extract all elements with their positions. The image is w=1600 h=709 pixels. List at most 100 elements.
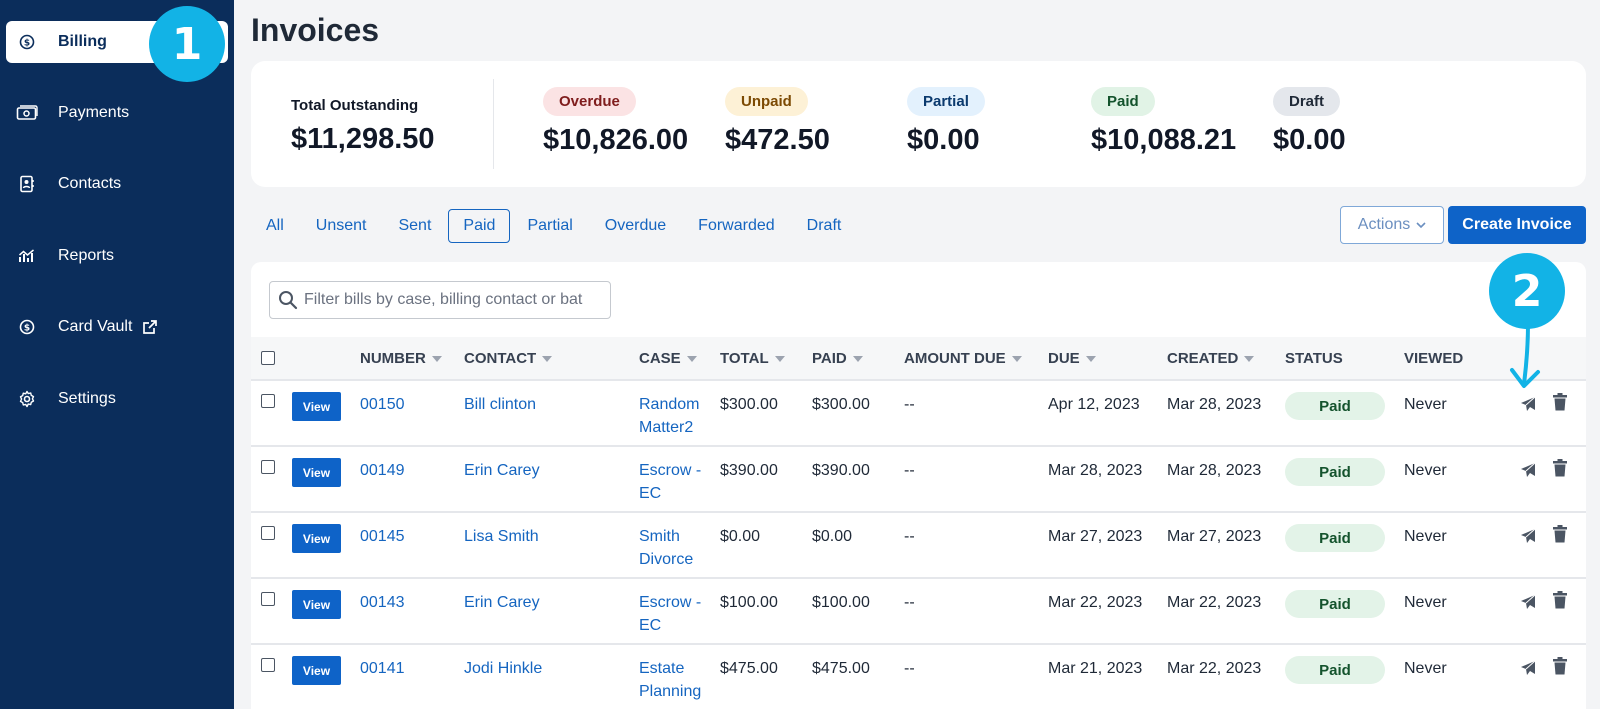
- sidebar-item-label: Contacts: [58, 175, 122, 192]
- column-header-created[interactable]: CREATED: [1167, 350, 1255, 367]
- created-date: Mar 28, 2023: [1167, 396, 1262, 413]
- sidebar-item-reports[interactable]: Reports: [6, 235, 228, 277]
- stat-value: $0.00: [907, 124, 980, 156]
- send-icon[interactable]: [1519, 593, 1537, 616]
- table-row: View 00150 Bill clinton Random Matter2 $…: [251, 381, 1586, 447]
- page-title: Invoices: [251, 12, 380, 48]
- due-date: Mar 28, 2023: [1048, 462, 1143, 479]
- trash-icon[interactable]: [1552, 392, 1568, 417]
- table-row: View 00141 Jodi Hinkle Estate Planning $…: [251, 645, 1586, 709]
- row-checkbox[interactable]: [261, 394, 275, 408]
- send-icon[interactable]: [1519, 395, 1537, 418]
- send-icon[interactable]: [1519, 461, 1537, 484]
- sidebar: $ Billing Payments Contacts Reports $ Ca…: [0, 0, 234, 709]
- due-date: Mar 21, 2023: [1048, 660, 1143, 677]
- case-link[interactable]: Random Matter2: [639, 396, 700, 436]
- sort-caret-icon: [852, 355, 863, 362]
- sidebar-item-label: Card Vault: [58, 318, 133, 335]
- sidebar-item-payments[interactable]: Payments: [6, 92, 228, 134]
- view-button[interactable]: View: [292, 524, 341, 553]
- created-date: Mar 22, 2023: [1167, 660, 1262, 677]
- tab-unsent[interactable]: Unsent: [315, 217, 367, 234]
- tab-overdue[interactable]: Overdue: [604, 217, 667, 234]
- stat-unpaid: Unpaid $472.50: [725, 87, 830, 157]
- viewed-value: Never: [1404, 396, 1447, 413]
- total-value: $100.00: [720, 594, 778, 611]
- row-checkbox[interactable]: [261, 658, 275, 672]
- view-button[interactable]: View: [292, 590, 341, 619]
- create-invoice-button[interactable]: Create Invoice: [1448, 206, 1586, 244]
- invoice-number-link[interactable]: 00141: [360, 660, 405, 677]
- svg-text:$: $: [24, 39, 30, 49]
- row-checkbox[interactable]: [261, 592, 275, 606]
- invoice-number-link[interactable]: 00145: [360, 528, 405, 545]
- trash-icon[interactable]: [1552, 590, 1568, 615]
- paid-value: $390.00: [812, 462, 870, 479]
- stat-overdue: Overdue $10,826.00: [543, 87, 688, 157]
- chart-icon: [16, 245, 38, 267]
- created-date: Mar 28, 2023: [1167, 462, 1262, 479]
- row-checkbox[interactable]: [261, 460, 275, 474]
- send-icon[interactable]: [1519, 659, 1537, 682]
- column-header-total[interactable]: TOTAL: [720, 350, 785, 367]
- due-date: Apr 12, 2023: [1048, 396, 1140, 413]
- contact-link[interactable]: Erin Carey: [464, 462, 540, 479]
- created-date: Mar 22, 2023: [1167, 594, 1262, 611]
- tab-forwarded[interactable]: Forwarded: [698, 217, 775, 234]
- send-icon[interactable]: [1519, 527, 1537, 550]
- search-placeholder: Filter bills by case, billing contact or…: [304, 291, 583, 308]
- status-badge: Paid: [1285, 458, 1385, 486]
- stat-paid: Paid $10,088.21: [1091, 87, 1236, 157]
- view-button[interactable]: View: [292, 656, 341, 685]
- sidebar-item-card-vault[interactable]: $ Card Vault: [6, 306, 228, 348]
- contact-link[interactable]: Lisa Smith: [464, 528, 539, 545]
- case-link[interactable]: Estate Planning: [639, 660, 702, 700]
- paid-value: $100.00: [812, 594, 870, 611]
- sidebar-item-settings[interactable]: Settings: [6, 378, 228, 420]
- viewed-value: Never: [1404, 660, 1447, 677]
- summary-card: Total Outstanding $11,298.50 Overdue $10…: [251, 61, 1586, 187]
- column-header-contact[interactable]: CONTACT: [464, 350, 553, 367]
- case-link[interactable]: Escrow - EC: [639, 462, 702, 502]
- select-all-checkbox[interactable]: [261, 351, 275, 365]
- column-header-number[interactable]: NUMBER: [360, 350, 442, 367]
- total-outstanding-value: $11,298.50: [291, 123, 435, 155]
- trash-icon[interactable]: [1552, 656, 1568, 681]
- view-button[interactable]: View: [292, 392, 341, 421]
- column-header-paid[interactable]: PAID: [812, 350, 863, 367]
- column-header-case[interactable]: CASE: [639, 350, 697, 367]
- contact-link[interactable]: Erin Carey: [464, 594, 540, 611]
- paid-value: $475.00: [812, 660, 870, 677]
- amount-due-value: --: [904, 528, 915, 545]
- invoice-number-link[interactable]: 00149: [360, 462, 405, 479]
- table-header: NUMBER CONTACT CASE TOTAL PAID AMOUNT DU…: [251, 337, 1586, 381]
- column-header-due[interactable]: DUE: [1048, 350, 1096, 367]
- row-checkbox[interactable]: [261, 526, 275, 540]
- status-badge-paid: Paid: [1091, 87, 1155, 116]
- tab-sent[interactable]: Sent: [398, 217, 432, 234]
- case-link[interactable]: Escrow - EC: [639, 594, 702, 634]
- invoice-number-link[interactable]: 00143: [360, 594, 405, 611]
- status-badge: Paid: [1285, 590, 1385, 618]
- view-button[interactable]: View: [292, 458, 341, 487]
- contact-link[interactable]: Jodi Hinkle: [464, 660, 543, 677]
- actions-dropdown-button[interactable]: Actions: [1340, 206, 1444, 244]
- tab-partial[interactable]: Partial: [527, 217, 573, 234]
- search-input[interactable]: Filter bills by case, billing contact or…: [269, 281, 611, 319]
- total-outstanding-label: Total Outstanding: [291, 97, 419, 114]
- status-badge-partial: Partial: [907, 87, 985, 116]
- sidebar-item-contacts[interactable]: Contacts: [6, 163, 228, 205]
- tab-all[interactable]: All: [266, 217, 284, 234]
- trash-icon[interactable]: [1552, 524, 1568, 549]
- contact-link[interactable]: Bill clinton: [464, 396, 537, 413]
- column-header-viewed: VIEWED: [1404, 350, 1464, 367]
- viewed-value: Never: [1404, 528, 1447, 545]
- column-header-amount-due[interactable]: AMOUNT DUE: [904, 350, 1022, 367]
- tab-draft[interactable]: Draft: [806, 217, 842, 234]
- case-link[interactable]: Smith Divorce: [639, 528, 694, 568]
- trash-icon[interactable]: [1552, 458, 1568, 483]
- callout-badge-1: 1: [149, 6, 225, 82]
- external-link-icon: [142, 319, 158, 335]
- tab-paid[interactable]: Paid: [448, 209, 511, 243]
- invoice-number-link[interactable]: 00150: [360, 396, 405, 413]
